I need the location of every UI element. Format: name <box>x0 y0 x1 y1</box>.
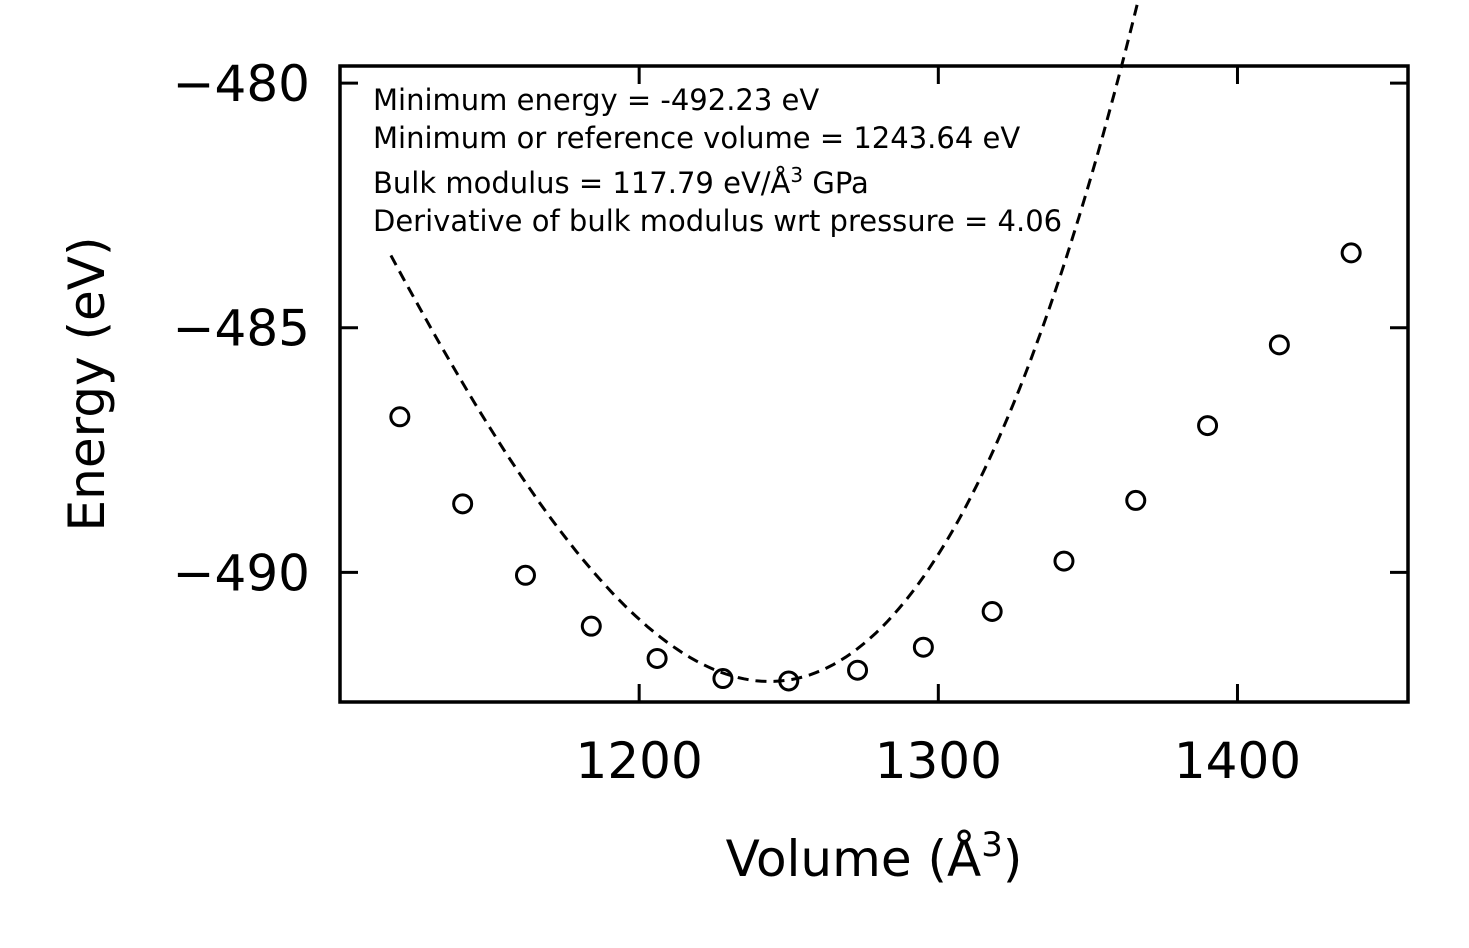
plot-area <box>389 0 1362 692</box>
data-point <box>1053 550 1075 572</box>
axis-ticks: 1200 1300 1400 −480 −485 −490 <box>173 55 1408 790</box>
annotation-line: Minimum or reference volume = 1243.64 eV <box>373 121 1020 155</box>
annotation-block: Minimum energy = -492.23 eV Minimum or re… <box>373 83 1062 238</box>
data-point <box>646 647 668 669</box>
data-point <box>1197 415 1219 437</box>
y-tick-label: −485 <box>173 300 310 358</box>
data-point <box>389 406 411 428</box>
annotation-line: Bulk modulus = 117.79 eV/Å3 GPa <box>373 163 869 200</box>
x-tick-label: 1300 <box>875 732 1002 790</box>
fit-curve-line <box>389 0 1140 683</box>
data-point <box>1268 334 1290 356</box>
annotation-line: Minimum energy = -492.23 eV <box>373 83 819 117</box>
data-point <box>452 493 474 515</box>
data-point <box>580 615 602 637</box>
plot-frame <box>338 64 1410 704</box>
annotation-line: Derivative of bulk modulus wrt pressure … <box>373 204 1062 238</box>
data-point <box>847 659 869 681</box>
data-point <box>912 636 934 658</box>
x-tick-label: 1400 <box>1174 732 1301 790</box>
data-point <box>981 600 1003 622</box>
data-point <box>1125 489 1147 511</box>
x-axis-label: Volume (Å3) <box>726 825 1023 888</box>
y-tick-label: −490 <box>173 544 310 602</box>
data-point <box>514 564 536 586</box>
data-point <box>712 668 734 690</box>
y-axis-label: Energy (eV) <box>58 237 116 532</box>
data-point <box>778 670 800 692</box>
x-tick-label: 1200 <box>576 732 703 790</box>
data-point <box>1340 242 1362 264</box>
y-tick-label: −480 <box>173 55 310 113</box>
